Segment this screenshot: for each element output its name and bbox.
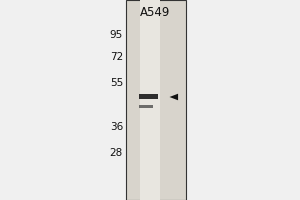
Text: 95: 95	[110, 30, 123, 40]
Polygon shape	[169, 94, 178, 100]
Text: 28: 28	[110, 148, 123, 158]
Bar	[140, 0, 160, 200]
Text: A549: A549	[140, 6, 170, 20]
Bar	[139, 105, 153, 108]
Bar	[139, 94, 158, 99]
Text: 55: 55	[110, 78, 123, 88]
Text: 36: 36	[110, 122, 123, 132]
Bar	[126, 0, 186, 200]
Text: 72: 72	[110, 52, 123, 62]
